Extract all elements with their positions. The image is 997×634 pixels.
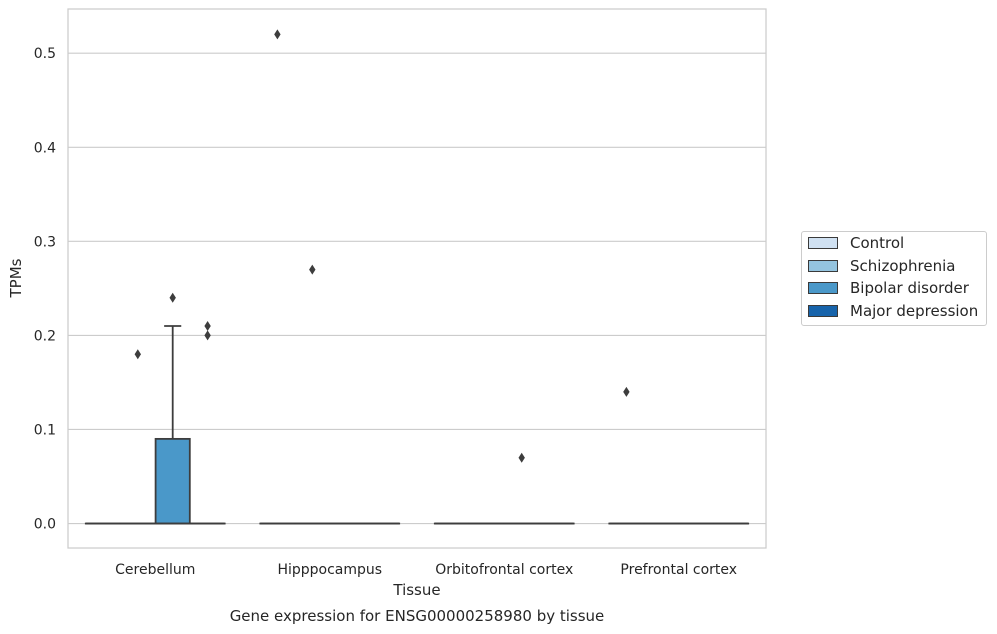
outlier-point xyxy=(623,386,630,397)
x-tick-label: Orbitofrontal cortex xyxy=(435,562,573,578)
legend-label: Schizophrenia xyxy=(850,256,956,275)
legend-item-major-depression: Major depression xyxy=(802,300,986,323)
legend-item-control: Control xyxy=(802,232,986,255)
y-tick-label: 0.2 xyxy=(34,328,56,344)
x-tick-label: Hipppocampus xyxy=(277,562,382,578)
x-axis-label: Tissue xyxy=(392,581,440,599)
outlier-point xyxy=(309,264,316,275)
outlier-point xyxy=(518,452,525,463)
legend-swatch-major-depression xyxy=(808,304,838,317)
x-tick-label: Prefrontal cortex xyxy=(620,562,737,578)
y-tick-label: 0.5 xyxy=(34,46,56,62)
box-series-group xyxy=(84,29,750,525)
y-tick-label: 0.3 xyxy=(34,234,56,250)
legend-swatch-bipolar-disorder xyxy=(808,282,838,295)
outlier-point xyxy=(134,349,141,360)
outlier-point xyxy=(204,321,211,332)
legend: Control Schizophrenia Bipolar disorder M… xyxy=(801,231,987,326)
y-tick-labels: 0.0 0.1 0.2 0.3 0.4 0.5 xyxy=(34,46,56,532)
outlier-point xyxy=(274,29,281,40)
y-axis-label: TPMs xyxy=(7,258,25,298)
x-tick-labels: Cerebellum Hipppocampus Orbitofrontal cort… xyxy=(115,562,737,578)
plot-area-frame xyxy=(67,8,767,549)
x-tick-label: Cerebellum xyxy=(115,562,195,578)
legend-item-bipolar-disorder: Bipolar disorder xyxy=(802,277,986,300)
legend-item-schizophrenia: Schizophrenia xyxy=(802,255,986,278)
outlier-point xyxy=(204,330,211,341)
y-tick-label: 0.4 xyxy=(34,140,56,156)
box xyxy=(154,437,191,525)
legend-label: Major depression xyxy=(850,301,979,320)
y-tick-label: 0.0 xyxy=(34,517,56,533)
legend-swatch-schizophrenia xyxy=(808,259,838,272)
legend-swatch-control xyxy=(808,237,838,250)
legend-label: Bipolar disorder xyxy=(850,279,969,298)
y-tick-label: 0.1 xyxy=(34,422,56,438)
outlier-point xyxy=(169,292,176,303)
chart-caption: Gene expression for ENSG00000258980 by t… xyxy=(230,607,605,625)
legend-label: Control xyxy=(850,234,905,253)
